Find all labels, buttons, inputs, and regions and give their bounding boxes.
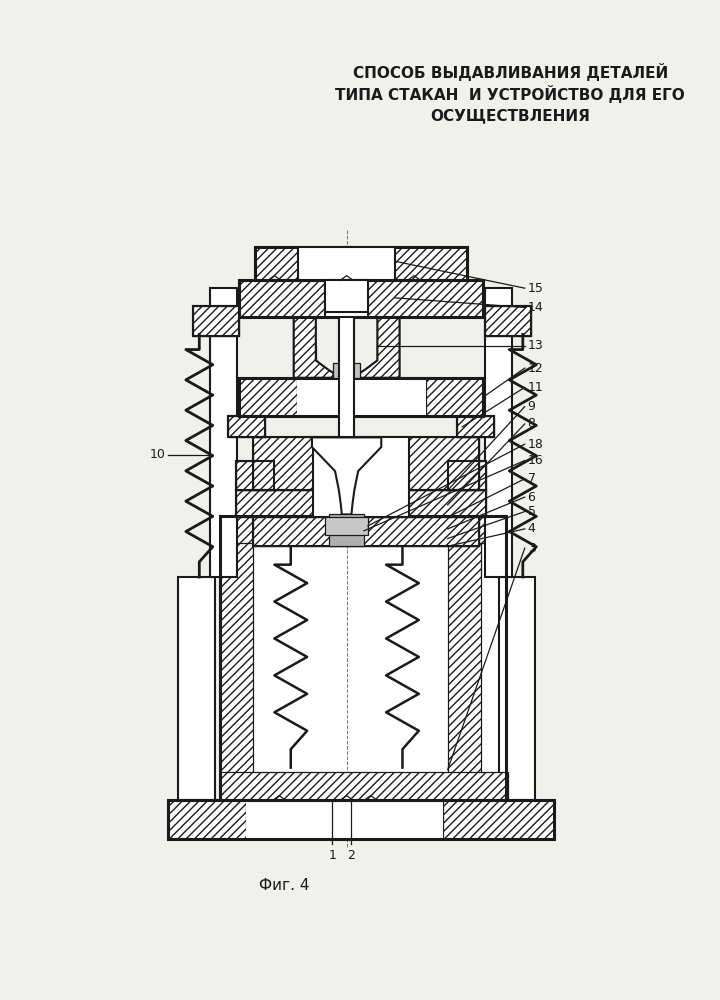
Text: 1: 1 <box>328 849 336 862</box>
Bar <box>253 517 479 546</box>
Bar <box>168 800 554 839</box>
Bar <box>253 437 479 490</box>
Text: 11: 11 <box>528 381 544 394</box>
Polygon shape <box>312 437 382 514</box>
Polygon shape <box>294 317 400 378</box>
Text: 2: 2 <box>348 849 356 862</box>
Bar <box>255 247 467 280</box>
Bar <box>255 247 467 280</box>
Text: 15: 15 <box>528 282 544 295</box>
Bar <box>457 416 494 437</box>
Bar <box>313 437 409 517</box>
Bar <box>299 247 395 280</box>
Bar <box>448 461 486 490</box>
Bar <box>236 461 274 490</box>
Bar <box>457 416 494 437</box>
Bar <box>457 416 494 437</box>
Bar <box>426 378 483 416</box>
Text: 14: 14 <box>528 301 544 314</box>
Text: 3: 3 <box>528 542 536 555</box>
Text: 7: 7 <box>528 472 536 485</box>
Bar <box>246 800 443 839</box>
Text: 16: 16 <box>528 454 544 467</box>
Bar <box>448 461 486 490</box>
Bar <box>253 517 479 546</box>
Bar <box>236 461 274 490</box>
Bar <box>255 247 467 280</box>
Text: ОСУЩЕСТВЛЕНИЯ: ОСУЩЕСТВЛЕНИЯ <box>431 108 590 123</box>
Bar <box>448 461 486 490</box>
Text: ТИПА СТАКАН  И УСТРОЙСТВО ДЛЯ ЕГО: ТИПА СТАКАН И УСТРОЙСТВО ДЛЯ ЕГО <box>336 85 685 103</box>
Bar <box>220 772 508 800</box>
Text: 5: 5 <box>528 505 536 518</box>
Bar <box>168 800 554 839</box>
Bar <box>228 416 265 437</box>
Bar <box>339 312 354 437</box>
Bar <box>443 800 554 839</box>
Bar <box>220 514 506 543</box>
Bar <box>236 461 274 490</box>
Bar <box>220 516 506 800</box>
Text: 10: 10 <box>150 448 166 461</box>
Bar <box>239 280 483 317</box>
Bar <box>448 516 482 800</box>
Bar <box>239 280 483 317</box>
Text: 4: 4 <box>528 522 536 535</box>
Bar <box>253 437 479 490</box>
Text: 9: 9 <box>528 400 536 413</box>
Bar <box>499 577 536 800</box>
Bar <box>485 288 512 577</box>
Bar <box>236 490 486 517</box>
Bar <box>236 490 486 517</box>
Text: 8: 8 <box>528 417 536 430</box>
Text: 12: 12 <box>528 362 544 375</box>
Bar <box>325 280 368 312</box>
Bar <box>299 247 395 280</box>
Bar <box>192 306 239 336</box>
Bar <box>220 516 506 800</box>
Bar <box>220 516 253 800</box>
Bar <box>253 517 479 546</box>
Bar <box>192 306 239 336</box>
Text: 18: 18 <box>528 438 544 451</box>
Bar <box>325 517 368 535</box>
Bar <box>239 280 483 317</box>
Bar <box>485 306 531 336</box>
Bar <box>239 378 297 416</box>
Text: 13: 13 <box>528 339 544 352</box>
Bar <box>329 514 364 546</box>
Bar <box>485 306 531 336</box>
Bar <box>239 378 483 416</box>
Bar <box>228 416 265 437</box>
Text: 6: 6 <box>528 491 536 504</box>
Bar <box>239 378 483 416</box>
Bar <box>192 306 239 336</box>
Bar <box>297 378 426 416</box>
Bar <box>168 800 246 839</box>
Bar <box>210 288 237 577</box>
Bar <box>236 490 486 517</box>
Bar <box>485 306 531 336</box>
Text: СПОСОБ ВЫДАВЛИВАНИЯ ДЕТАЛЕЙ: СПОСОБ ВЫДАВЛИВАНИЯ ДЕТАЛЕЙ <box>353 63 668 81</box>
Bar <box>228 416 265 437</box>
Bar <box>325 280 368 317</box>
Bar <box>178 577 215 800</box>
Text: Фиг. 4: Фиг. 4 <box>258 878 310 893</box>
Bar <box>333 363 360 378</box>
